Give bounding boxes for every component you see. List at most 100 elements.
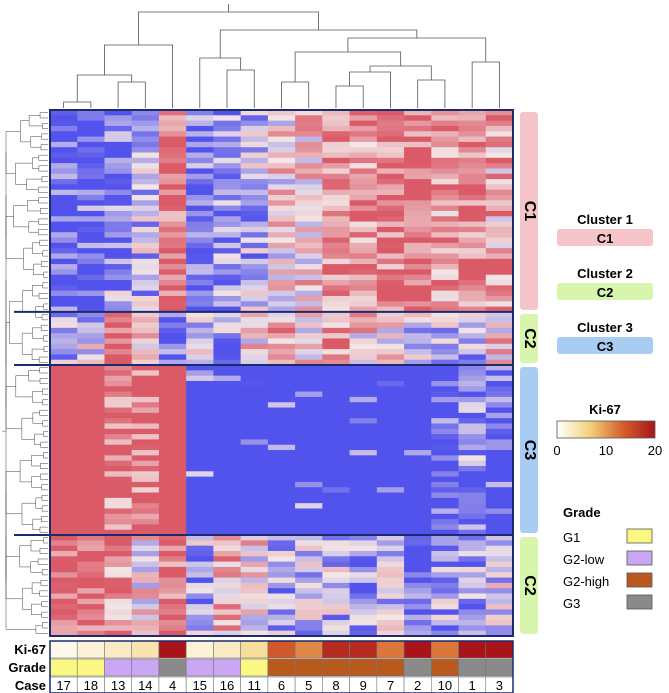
heatmap-cell xyxy=(186,242,214,249)
heatmap-cell xyxy=(213,386,242,392)
row-dendrogram-link xyxy=(5,471,22,515)
heatmap-cell xyxy=(213,343,242,350)
heatmap-cell xyxy=(485,179,514,185)
heatmap-cell xyxy=(267,216,296,222)
heatmap-cell xyxy=(186,311,214,318)
heatmap-cell xyxy=(349,248,378,254)
grade-cell xyxy=(430,658,459,677)
heatmap-cell xyxy=(295,152,323,159)
heatmap-cell xyxy=(104,391,133,398)
heatmap-cell xyxy=(295,338,323,345)
heatmap-cell xyxy=(485,492,514,499)
heatmap-cell xyxy=(431,545,459,552)
heatmap-cell xyxy=(458,386,487,392)
heatmap-cell xyxy=(376,163,405,169)
heatmap-cell xyxy=(50,285,78,292)
heatmap-cell xyxy=(158,370,187,377)
heatmap-cell xyxy=(322,503,350,509)
heatmap-cell xyxy=(186,343,214,350)
heatmap-cell xyxy=(322,412,350,419)
heatmap-cell xyxy=(131,173,160,180)
heatmap-cell xyxy=(50,338,78,345)
heatmap-cell xyxy=(485,184,514,191)
heatmap-cell xyxy=(349,253,378,260)
heatmap-cell xyxy=(295,343,323,350)
heatmap-cell xyxy=(213,333,242,339)
heatmap-cell xyxy=(267,343,296,350)
heatmap-cell xyxy=(50,242,78,249)
heatmap-cell xyxy=(322,550,350,557)
heatmap-cell xyxy=(50,604,78,610)
heatmap-cell xyxy=(295,327,323,334)
heatmap-cell xyxy=(50,503,78,509)
heatmap-cell xyxy=(240,529,269,536)
heatmap-cell xyxy=(186,216,214,222)
heatmap-cell xyxy=(77,322,105,329)
heatmap-cell xyxy=(186,295,214,302)
heatmap-cell xyxy=(322,338,350,345)
heatmap-cell xyxy=(485,210,514,217)
case-label: 1 xyxy=(469,678,476,693)
heatmap-cell xyxy=(376,380,405,387)
row-dendrogram-link xyxy=(40,579,48,586)
heatmap-cell xyxy=(213,487,242,493)
cluster-bar xyxy=(520,112,538,310)
heatmap-cell xyxy=(376,625,405,632)
heatmap-cell xyxy=(295,210,323,217)
heatmap-cell xyxy=(322,625,350,632)
heatmap-cell xyxy=(240,216,269,222)
heatmap-cell xyxy=(485,147,514,153)
heatmap-cell xyxy=(485,264,514,270)
heatmap-cell xyxy=(485,195,514,201)
heatmap-cell xyxy=(404,582,432,589)
heatmap-cell xyxy=(485,242,514,249)
heatmap-cell xyxy=(349,375,378,382)
heatmap-cell xyxy=(376,131,405,137)
row-dendrogram-link xyxy=(42,420,48,427)
heatmap-cell xyxy=(485,163,514,169)
heatmap-cell xyxy=(158,630,187,637)
heatmap-cell xyxy=(240,423,269,430)
heatmap-cell xyxy=(104,258,133,265)
heatmap-cell xyxy=(322,418,350,424)
heatmap-cell xyxy=(404,280,432,286)
row-dendrogram-link xyxy=(40,463,48,469)
heatmap-cell xyxy=(485,258,514,265)
heatmap-cell xyxy=(322,253,350,260)
heatmap-cell xyxy=(158,242,187,249)
heatmap-cell xyxy=(186,418,214,424)
heatmap-cell xyxy=(295,434,323,440)
heatmap-cell xyxy=(431,439,459,446)
heatmap-cell xyxy=(458,519,487,525)
heatmap-cell xyxy=(485,444,514,451)
heatmap-cell xyxy=(376,566,405,573)
heatmap-cell xyxy=(131,205,160,212)
heatmap-cell xyxy=(50,375,78,382)
heatmap-cell xyxy=(376,545,405,552)
heatmap-cell xyxy=(77,120,105,127)
heatmap-cell xyxy=(485,418,514,424)
heatmap-cell xyxy=(349,216,378,222)
heatmap-cell xyxy=(485,253,514,260)
heatmap-cell xyxy=(376,582,405,589)
heatmap-cell xyxy=(186,529,214,536)
heatmap-cell xyxy=(213,535,242,541)
heatmap-cell xyxy=(77,333,105,339)
heatmap-cell xyxy=(186,396,214,403)
heatmap-cell xyxy=(322,359,350,366)
heatmap-cell xyxy=(485,205,514,212)
heatmap-cell xyxy=(458,487,487,493)
heatmap-cell xyxy=(50,354,78,361)
heatmap-cell xyxy=(295,258,323,265)
heatmap-cell xyxy=(485,481,514,488)
heatmap-cell xyxy=(376,529,405,536)
heatmap-cell xyxy=(104,152,133,159)
heatmap-cell xyxy=(485,338,514,345)
dendrogram-link xyxy=(63,101,92,108)
ki67-cell xyxy=(403,640,432,659)
heatmap-cell xyxy=(267,444,296,451)
heatmap-cell xyxy=(349,450,378,456)
heatmap-cell xyxy=(349,566,378,573)
heatmap-cell xyxy=(485,540,514,547)
heatmap-cell xyxy=(485,471,514,477)
